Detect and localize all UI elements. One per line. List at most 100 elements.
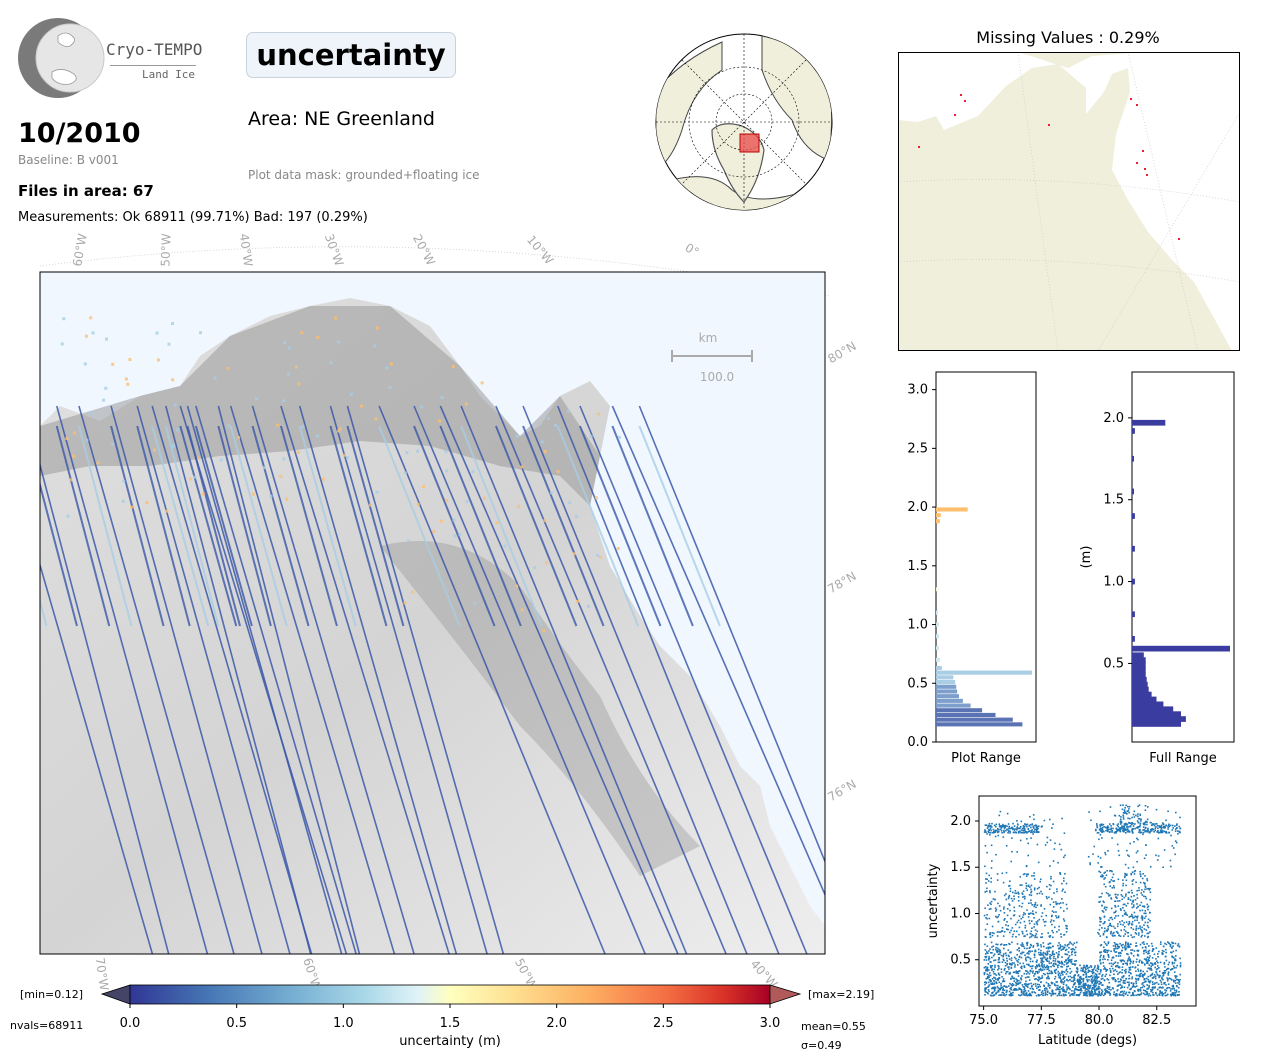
scatter-point — [1100, 896, 1102, 898]
scatter-point — [1048, 960, 1050, 963]
scatter-point — [1087, 856, 1090, 858]
scatter-point — [1022, 943, 1024, 946]
scatter-point — [1138, 960, 1141, 963]
scatter-point — [1058, 992, 1061, 994]
scatter-point — [1147, 994, 1150, 997]
scatter-point — [1043, 908, 1046, 910]
scatter-point — [1035, 971, 1037, 973]
scatter-point — [1086, 967, 1089, 970]
scatter-point — [1162, 975, 1164, 977]
track-segment-high — [638, 425, 721, 627]
scatter-point — [1050, 962, 1053, 964]
scatter-point — [1150, 969, 1153, 971]
scatter-point — [1038, 953, 1041, 956]
scatter-point — [1153, 983, 1156, 985]
scatter-point — [1002, 989, 1004, 991]
scatter-point — [1106, 991, 1108, 994]
scatter-point — [1175, 978, 1178, 981]
scatter-point — [1033, 827, 1035, 829]
scatter-point — [1101, 984, 1103, 986]
scatter-point — [1094, 985, 1097, 988]
scatter-point — [1164, 991, 1167, 994]
scatter-point — [1103, 994, 1105, 997]
scatter-point — [1055, 911, 1057, 913]
scatter-point — [1046, 885, 1048, 888]
scatter-point — [1171, 961, 1174, 964]
scatter-point — [1113, 814, 1116, 817]
scatter-point — [986, 851, 988, 854]
scatter-point — [997, 991, 1000, 993]
scatter-point — [1055, 988, 1057, 991]
scatter-point — [1026, 985, 1028, 988]
coastal-point — [520, 465, 524, 469]
scatter-point — [1117, 915, 1120, 917]
scatter-point — [1062, 948, 1065, 950]
coastal-point — [155, 331, 159, 335]
scatter-point — [1099, 900, 1101, 903]
scatter-point — [1161, 991, 1163, 993]
scatter-point — [1046, 993, 1049, 996]
scatter-point — [1091, 991, 1094, 993]
scatter-point — [1124, 944, 1127, 946]
scatter-point — [1151, 981, 1154, 983]
scatter-point — [1179, 831, 1181, 834]
scatter-point — [995, 978, 997, 981]
scatter-point — [998, 823, 1001, 825]
scatter-point — [1157, 831, 1159, 833]
scatter-point — [1134, 823, 1136, 825]
scatter-point — [1112, 932, 1114, 935]
scatter-point — [1138, 804, 1141, 806]
scatter-point — [1141, 934, 1143, 937]
scatter-point — [1060, 961, 1063, 963]
coastal-point — [105, 337, 108, 341]
scatter-point — [1138, 825, 1141, 828]
scatter-point — [1051, 910, 1054, 912]
scatter-point — [1136, 897, 1139, 899]
scatter-point — [1151, 962, 1153, 965]
scatter-point — [991, 968, 994, 970]
hist-bar — [936, 722, 1023, 727]
scatter-point — [998, 825, 1001, 827]
scatter-point — [985, 917, 987, 919]
scatter-point — [1108, 828, 1110, 831]
scatter-point — [1010, 963, 1012, 965]
scatter-point — [1040, 878, 1042, 881]
scatter-point — [1105, 970, 1107, 972]
scatter-point — [1150, 965, 1152, 968]
scatter-point — [1167, 963, 1170, 966]
scatter-point — [1135, 916, 1138, 918]
scatter-point — [1112, 970, 1115, 972]
scatter-point — [1167, 974, 1170, 976]
scatter-point — [1123, 809, 1126, 811]
scatter-point — [1048, 884, 1051, 886]
scatter-point — [1059, 902, 1062, 904]
scatter-point — [983, 966, 986, 969]
scatter-point — [1033, 904, 1036, 906]
scatter-point — [1035, 994, 1038, 997]
scatter-point — [1171, 988, 1174, 990]
scatter-point — [1121, 889, 1123, 892]
scatter-point — [1120, 979, 1122, 981]
scatter-point — [1031, 875, 1033, 877]
track-line — [280, 405, 450, 954]
scatter-point — [1080, 969, 1082, 972]
scatter-point — [1026, 889, 1029, 891]
scatter-point — [1023, 947, 1026, 950]
scatter-point — [1127, 959, 1129, 962]
scatter-point — [1064, 949, 1067, 952]
scatter-point — [1072, 980, 1074, 983]
scatter-point — [1057, 970, 1059, 973]
scatter-point — [988, 908, 991, 910]
scatter-point — [1060, 994, 1063, 997]
scatter-point — [1176, 830, 1179, 832]
coastal-point — [89, 316, 93, 320]
scatter-point — [1097, 855, 1100, 858]
scatter-point — [1035, 967, 1037, 970]
scatter-point — [1112, 963, 1114, 966]
scatter-point — [1021, 892, 1023, 894]
scatter-point — [1052, 901, 1055, 903]
scatter-point — [1116, 828, 1118, 831]
scatter-point — [1076, 988, 1078, 991]
scatter-point — [1063, 980, 1066, 982]
scatter-point — [1006, 957, 1008, 960]
